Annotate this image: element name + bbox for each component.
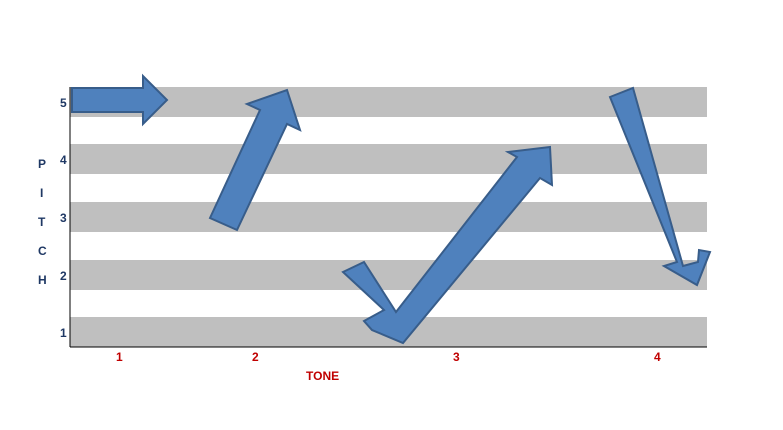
pitch-band-4 [70, 144, 707, 174]
pitch-tick-1: 1 [60, 326, 67, 340]
pitch-tick-4: 4 [60, 153, 67, 167]
tone-2-rising-arrow [208, 88, 302, 232]
pitch-axis-label: P I T C H [38, 157, 47, 287]
pitch-tick-2: 2 [60, 269, 67, 283]
tone-1-level-arrow [71, 73, 169, 127]
tone-tick-3: 3 [453, 350, 460, 364]
pitch-band-2 [70, 260, 707, 290]
tone-tick-2: 2 [252, 350, 259, 364]
tone-axis-title: TONE [306, 369, 339, 383]
tone-tick-4: 4 [654, 350, 661, 364]
pitch-ticks: 1 2 3 4 5 [60, 96, 67, 340]
tone-3-dipping-arrow [341, 145, 554, 345]
pitch-band-5 [70, 87, 707, 117]
pitch-tick-3: 3 [60, 211, 67, 225]
pitch-label-letter: C [38, 244, 47, 258]
tone-tick-1: 1 [116, 350, 123, 364]
pitch-label-letter: I [40, 186, 43, 200]
tone-contours [71, 73, 712, 345]
pitch-label-letter: H [38, 273, 47, 287]
tone-ticks: 1 2 3 4 [116, 350, 661, 364]
pitch-band-3 [70, 202, 707, 232]
pitch-label-letter: P [38, 157, 46, 171]
pitch-label-letter: T [38, 215, 46, 229]
tone-4-falling-arrow [608, 86, 712, 287]
pitch-tick-5: 5 [60, 96, 67, 110]
